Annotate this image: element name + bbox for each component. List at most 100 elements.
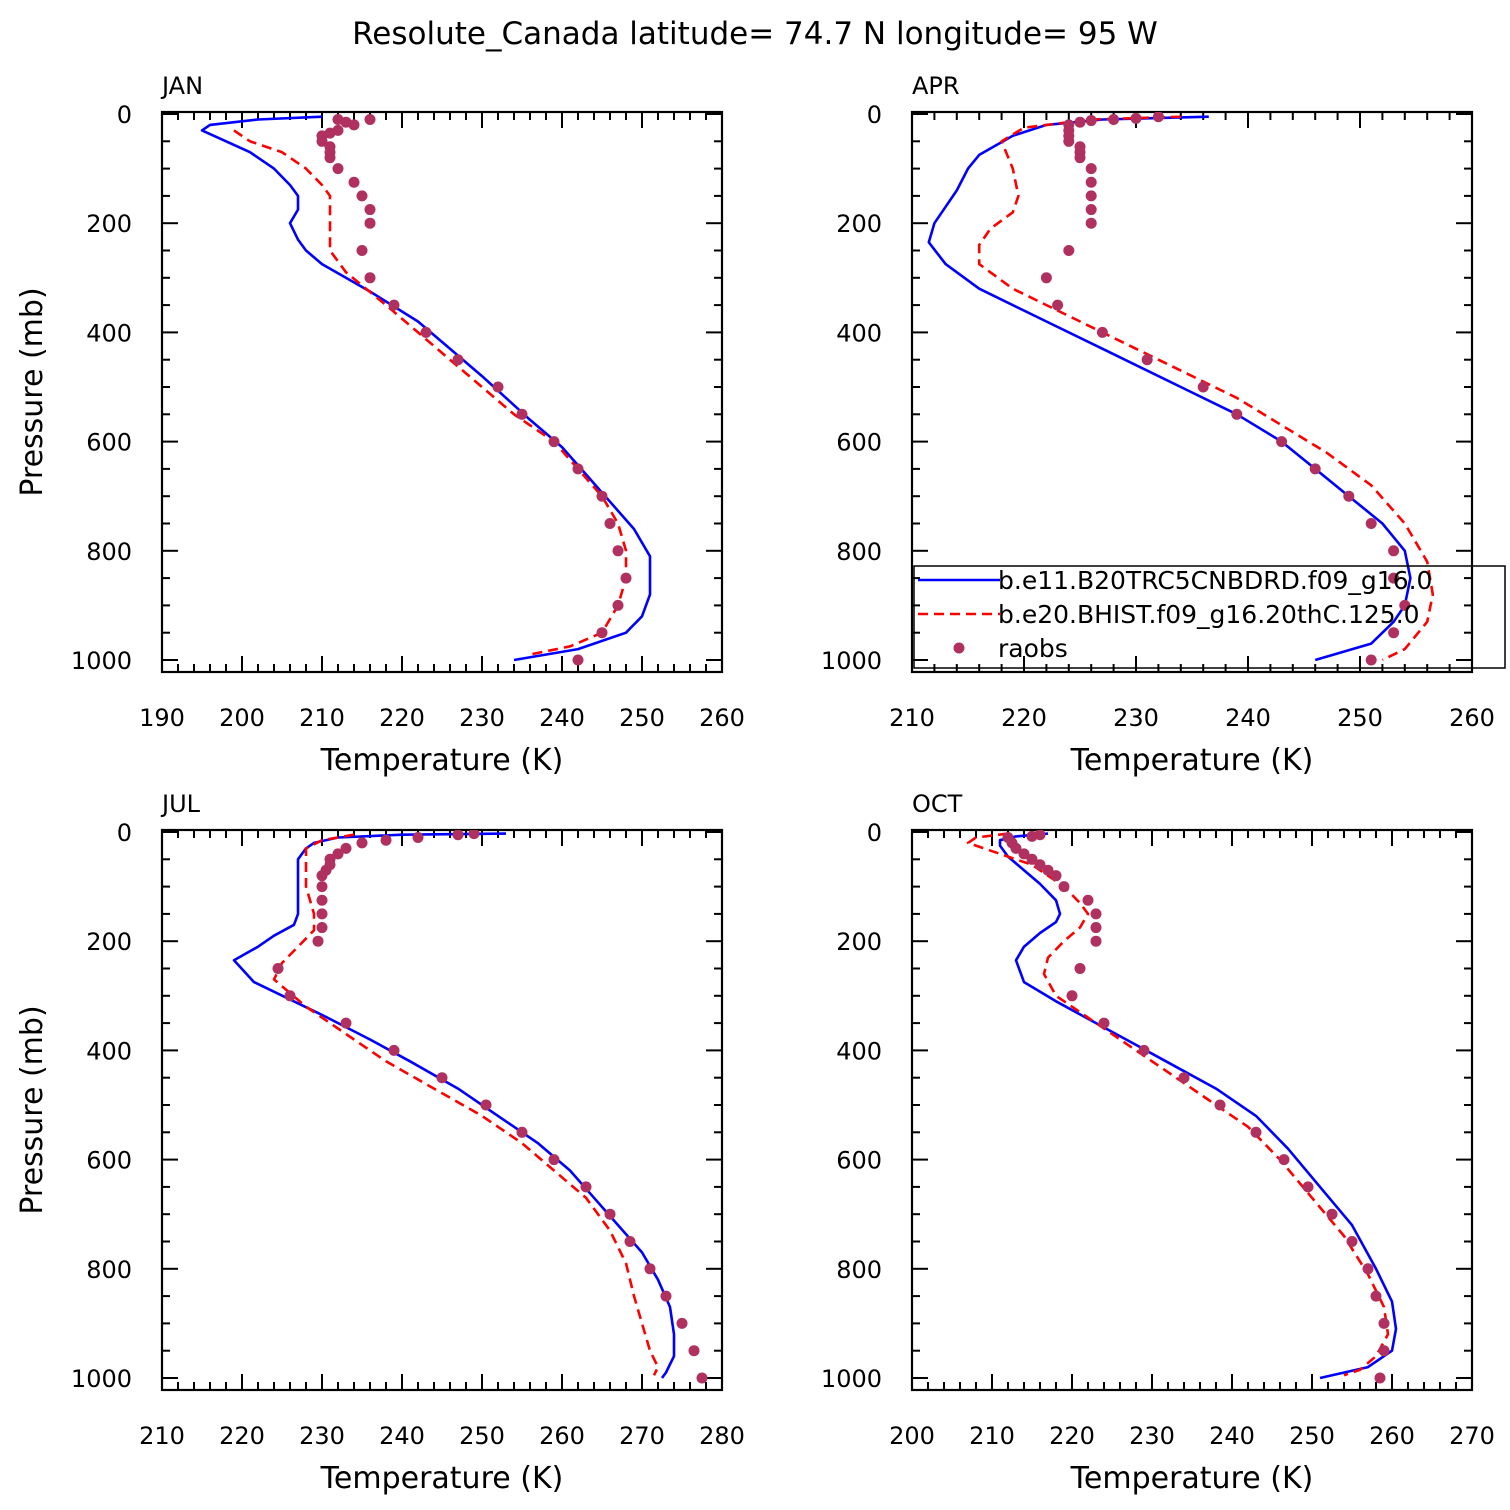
series-line-model2 — [966, 832, 1390, 1377]
x-tick-label: 220 — [1049, 1422, 1095, 1450]
x-tick-label: 230 — [299, 1422, 345, 1450]
raobs-point — [348, 119, 360, 131]
plot-frame — [910, 828, 1474, 1392]
plot-area — [232, 830, 708, 1384]
raobs-point — [420, 326, 432, 338]
raobs-point — [1178, 1072, 1190, 1084]
raobs-point — [1231, 408, 1243, 420]
raobs-point — [316, 135, 328, 147]
raobs-point — [492, 381, 504, 393]
y-tick-label: 200 — [836, 928, 882, 956]
x-tick-label: 260 — [539, 1422, 585, 1450]
raobs-point — [1346, 1236, 1358, 1247]
x-tick-label: 210 — [889, 704, 935, 732]
raobs-point — [364, 272, 376, 284]
raobs-point — [1090, 908, 1102, 920]
x-tick-label: 250 — [1337, 704, 1383, 732]
series-line-model1 — [998, 832, 1398, 1380]
raobs-point — [1378, 1317, 1390, 1329]
panel-oct: 200 210 220 230 240 250 260 270 0 200 400 600 800 100… — [821, 790, 1495, 1496]
y-tick-label: 200 — [836, 210, 882, 238]
y-tick-label: 200 — [86, 210, 132, 238]
raobs-point — [1085, 217, 1097, 229]
raobs-point — [348, 176, 360, 188]
raobs-point — [452, 830, 464, 841]
plot-area — [966, 830, 1398, 1384]
y-tick-label: 200 — [86, 928, 132, 956]
raobs-point — [1378, 1345, 1390, 1357]
raobs-point — [1085, 176, 1097, 188]
raobs-point — [604, 518, 616, 529]
raobs-point — [1090, 922, 1102, 934]
raobs-point — [1074, 116, 1086, 128]
y-tick-label: 600 — [836, 1147, 882, 1175]
raobs-point — [340, 842, 352, 854]
x-tick-label: 220 — [1001, 704, 1047, 732]
raobs-point — [1085, 163, 1097, 175]
y-tick-label: 600 — [86, 1147, 132, 1175]
panels: 190 200 210 220 230 240 250 260 0 200 400 600 800 100… — [15, 72, 1506, 1496]
raobs-point — [1362, 1263, 1374, 1275]
raobs-point — [572, 654, 584, 666]
raobs-point — [284, 990, 296, 1002]
raobs-point — [1090, 935, 1102, 947]
raobs-point — [332, 848, 344, 860]
raobs-point — [696, 1372, 708, 1384]
raobs-point — [364, 204, 376, 216]
raobs-point — [1278, 1154, 1290, 1166]
x-tick-label: 230 — [1129, 1422, 1175, 1450]
raobs-point — [1063, 245, 1075, 256]
x-tick-label: 250 — [459, 1422, 505, 1450]
x-tick-label: 210 — [299, 704, 345, 732]
y-tick-label: 800 — [86, 1256, 132, 1284]
raobs-point — [340, 1017, 352, 1029]
series-line-model2 — [233, 129, 628, 656]
raobs-point — [1370, 1290, 1382, 1302]
y-tick-label: 800 — [86, 538, 132, 566]
raobs-point — [620, 572, 632, 584]
raobs-point — [316, 894, 328, 906]
raobs-point — [1141, 354, 1153, 366]
raobs-point — [548, 1154, 560, 1166]
x-tick-label: 200 — [889, 1422, 935, 1450]
x-tick-label: 200 — [219, 704, 265, 732]
panel-label: OCT — [912, 790, 963, 818]
panel-jan: 190 200 210 220 230 240 250 260 0 200 400 600 800 100… — [15, 72, 745, 778]
raobs-point — [1197, 381, 1209, 393]
raobs-point — [1309, 463, 1321, 475]
x-tick-label: 270 — [619, 1422, 665, 1450]
y-tick-label: 1000 — [71, 647, 132, 675]
panel-label: APR — [912, 72, 960, 100]
raobs-point — [1108, 113, 1120, 125]
raobs-point — [356, 245, 368, 256]
raobs-point — [1343, 490, 1355, 502]
legend: b.e11.B20TRC5CNBDRD.f09_g16.0 b.e20.BHIST… — [913, 565, 1506, 669]
series-line-model1 — [200, 115, 652, 662]
raobs-point — [1066, 990, 1078, 1002]
raobs-point — [364, 113, 376, 125]
raobs-point — [596, 627, 608, 639]
raobs-point — [1138, 1044, 1150, 1056]
raobs-point — [676, 1317, 688, 1329]
x-tick-label: 240 — [1225, 704, 1271, 732]
raobs-point — [624, 1236, 636, 1247]
raobs-point — [1374, 1372, 1386, 1384]
x-axis-title: Temperature (K) — [1070, 743, 1314, 778]
raobs-point — [1063, 135, 1075, 147]
raobs-point — [468, 830, 480, 840]
x-tick-label: 230 — [1113, 704, 1159, 732]
legend-entry: raobs — [998, 634, 1068, 663]
panel-label: JAN — [160, 72, 203, 100]
series-line-model1 — [232, 832, 676, 1379]
y-tick-label: 400 — [86, 319, 132, 347]
raobs-point — [1026, 853, 1038, 865]
y-tick-label: 0 — [867, 819, 882, 847]
x-tick-label: 280 — [699, 1422, 745, 1450]
panel-apr: 210 220 230 240 250 260 0 200 400 600 800 1000 APR Te… — [821, 72, 1506, 778]
raobs-point — [516, 1126, 528, 1138]
raobs-point — [1399, 599, 1411, 611]
y-tick-label: 600 — [836, 429, 882, 457]
raobs-point — [612, 545, 624, 557]
x-tick-label: 240 — [379, 1422, 425, 1450]
